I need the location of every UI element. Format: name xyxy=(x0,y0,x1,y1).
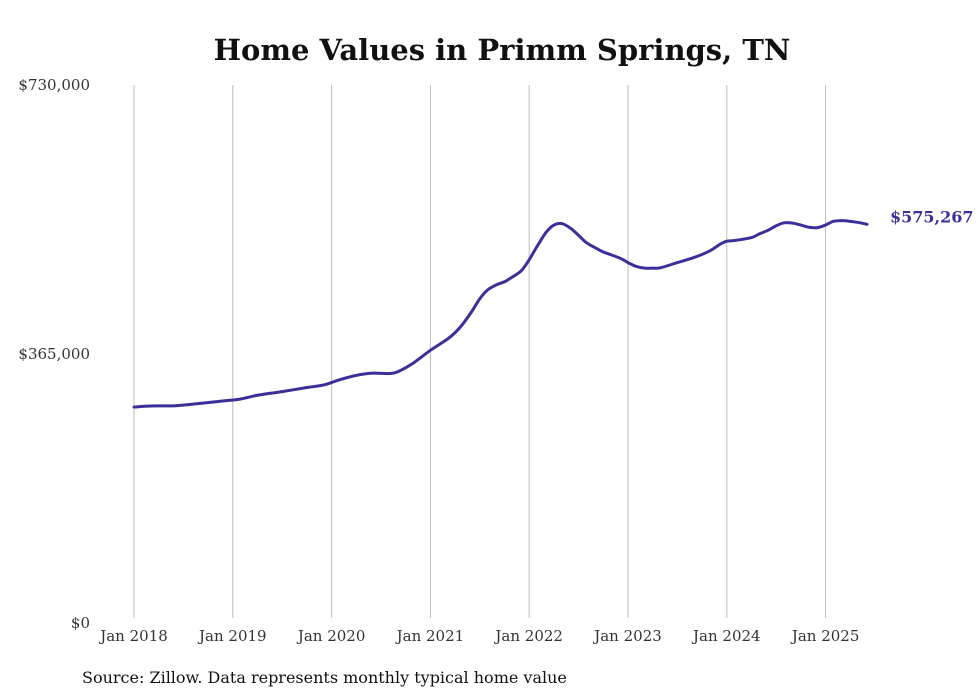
chart-title: Home Values in Primm Springs, TN xyxy=(214,33,791,67)
series-line xyxy=(132,219,869,409)
x-axis: Jan 2018 Jan 2019 Jan 2020 Jan 2021 Jan 2022… xyxy=(98,627,859,645)
y-tick-label: $365,000 xyxy=(18,345,90,363)
y-axis: $0 $365,000 $730,000 xyxy=(18,76,90,632)
grid-layer xyxy=(133,85,827,618)
y-tick-label: $730,000 xyxy=(18,76,90,94)
y-tick-label: $0 xyxy=(71,614,90,632)
x-tick-label: Jan 2019 xyxy=(197,627,267,645)
x-tick-label: Jan 2025 xyxy=(790,627,860,645)
source-note: Source: Zillow. Data represents monthly … xyxy=(82,668,567,687)
x-tick-label: Jan 2021 xyxy=(395,627,465,645)
x-tick-label: Jan 2024 xyxy=(691,627,761,645)
x-tick-label: Jan 2020 xyxy=(296,627,366,645)
x-tick-label: Jan 2023 xyxy=(592,627,662,645)
series-layer: $575,267 xyxy=(132,207,974,409)
x-tick-label: Jan 2018 xyxy=(98,627,168,645)
end-value-label: $575,267 xyxy=(890,207,974,226)
x-tick-label: Jan 2022 xyxy=(493,627,563,645)
